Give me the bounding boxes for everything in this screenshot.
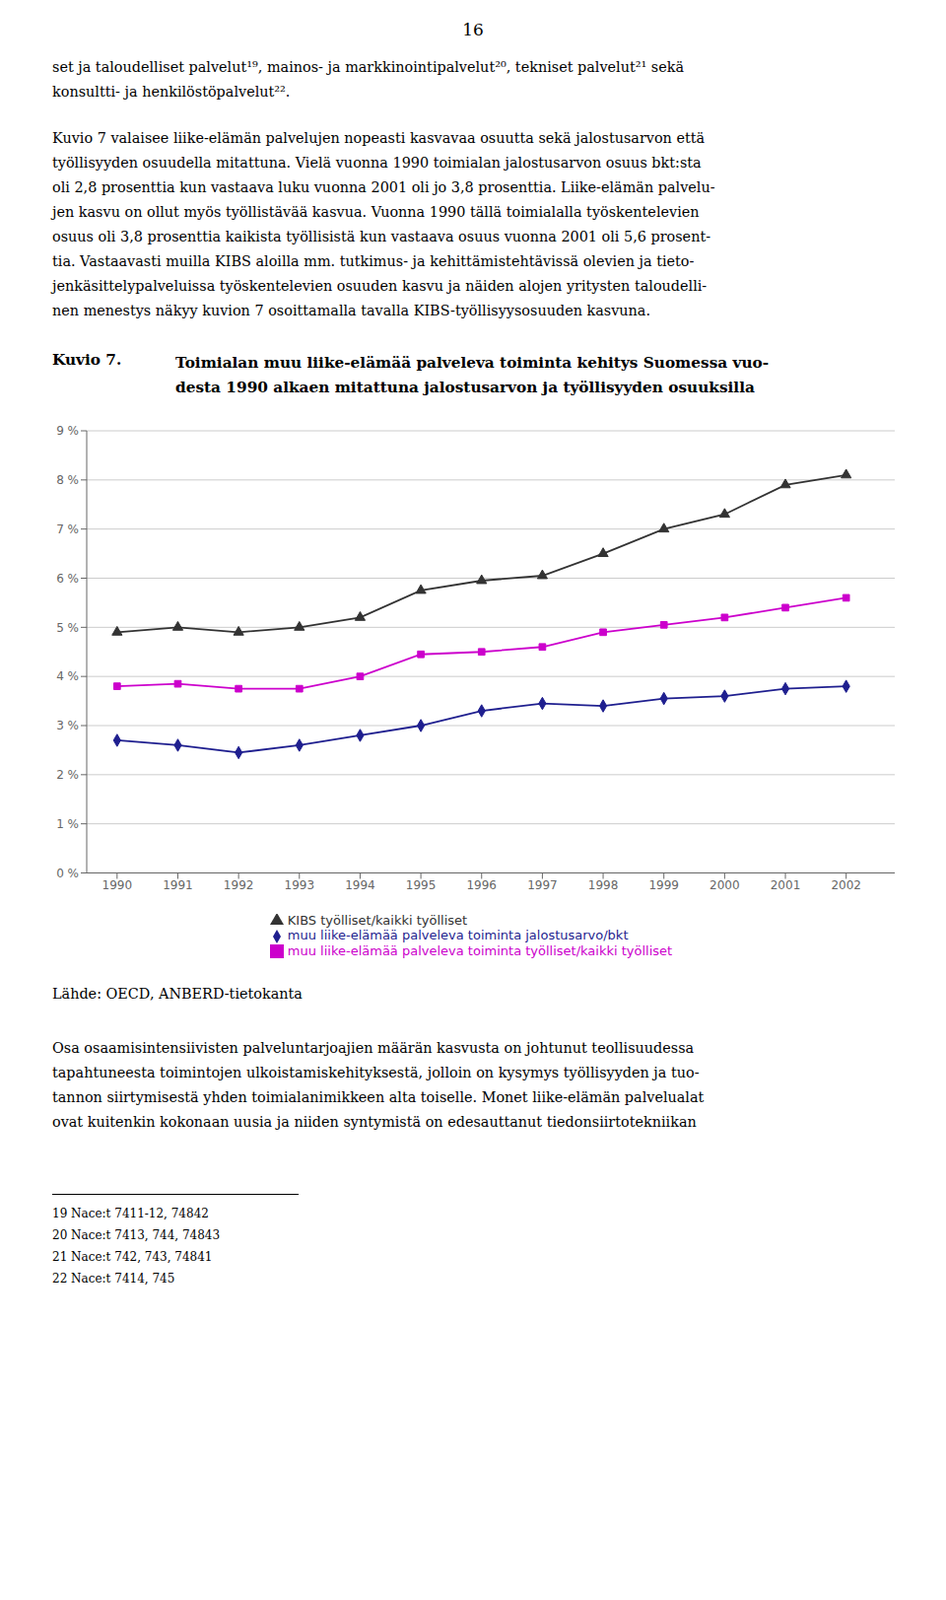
svg-text:1998: 1998 bbox=[588, 878, 619, 892]
html-text:Kuvio 7 valaisee liike-elämän: Kuvio 7 valaisee liike-elämän palvelujen… bbox=[52, 130, 705, 146]
html-text:desta 1990 alkaen mitattuna ja: desta 1990 alkaen mitattuna jalostusarvo… bbox=[175, 378, 755, 397]
html-text:jen kasvu on ollut myös työlli: jen kasvu on ollut myös työllistävää kas… bbox=[52, 203, 700, 220]
html-text:osuus oli 3,8 prosenttia kaiki: osuus oli 3,8 prosenttia kaikista työlli… bbox=[52, 228, 711, 245]
html-text:Lähde: OECD, ANBERD-tietokanta: Lähde: OECD, ANBERD-tietokanta bbox=[52, 985, 303, 1002]
html-text:muu liike-elämää palveleva toi: muu liike-elämää palveleva toiminta jalo… bbox=[287, 927, 629, 943]
html-text:konsultti- ja henkilöstöpalvel: konsultti- ja henkilöstöpalvelut²². bbox=[52, 83, 291, 100]
html-text:19 Nace:t 7411-12, 74842: 19 Nace:t 7411-12, 74842 bbox=[52, 1206, 209, 1220]
svg-text:8 %: 8 % bbox=[56, 473, 79, 487]
html-text:Kuvio 7.: Kuvio 7. bbox=[52, 350, 122, 369]
svg-text:4 %: 4 % bbox=[56, 669, 79, 683]
svg-text:1994: 1994 bbox=[344, 878, 376, 892]
svg-text:2000: 2000 bbox=[709, 878, 741, 892]
svg-text:1991: 1991 bbox=[162, 878, 194, 892]
svg-text:1996: 1996 bbox=[466, 878, 497, 892]
html-text:21 Nace:t 742, 743, 74841: 21 Nace:t 742, 743, 74841 bbox=[52, 1249, 213, 1264]
html-text:Osa osaamisintensiivisten palv: Osa osaamisintensiivisten palveluntarjoa… bbox=[52, 1039, 694, 1056]
svg-text:9 %: 9 % bbox=[56, 423, 79, 438]
svg-text:5 %: 5 % bbox=[56, 620, 79, 635]
html-text:KIBS työlliset/kaikki työllise: KIBS työlliset/kaikki työlliset bbox=[287, 912, 468, 927]
html-text:tannon siirtymisestä yhden toi: tannon siirtymisestä yhden toimialanimik… bbox=[52, 1088, 704, 1105]
html-text:nen menestys näkyy kuvion 7 os: nen menestys näkyy kuvion 7 osoittamalla… bbox=[52, 302, 651, 319]
svg-text:7 %: 7 % bbox=[56, 522, 79, 537]
svg-text:1995: 1995 bbox=[405, 878, 437, 892]
svg-text:6 %: 6 % bbox=[56, 571, 79, 586]
svg-text:1993: 1993 bbox=[284, 878, 316, 892]
html-text:tia. Vastaavasti muilla KIBS a: tia. Vastaavasti muilla KIBS aloilla mm.… bbox=[52, 253, 695, 270]
svg-text:3 %: 3 % bbox=[56, 718, 79, 733]
svg-text:1990: 1990 bbox=[102, 878, 134, 892]
html-text:muu liike-elämää palveleva toi: muu liike-elämää palveleva toiminta työl… bbox=[287, 942, 673, 958]
svg-text:0 %: 0 % bbox=[56, 866, 79, 880]
html-text:työllisyyden osuudella mitattu: työllisyyden osuudella mitattuna. Vielä … bbox=[52, 154, 702, 171]
html-text:16: 16 bbox=[462, 19, 484, 40]
svg-text:2002: 2002 bbox=[830, 878, 862, 892]
svg-text:2 %: 2 % bbox=[56, 767, 79, 782]
svg-text:2001: 2001 bbox=[770, 878, 802, 892]
svg-text:1999: 1999 bbox=[648, 878, 679, 892]
html-text:set ja taloudelliset palvelut¹: set ja taloudelliset palvelut¹⁹, mainos-… bbox=[52, 59, 684, 75]
html-text:22 Nace:t 7414, 745: 22 Nace:t 7414, 745 bbox=[52, 1271, 175, 1285]
svg-text:1992: 1992 bbox=[223, 878, 255, 892]
html-text:Toimialan muu liike-elämää pal: Toimialan muu liike-elämää palveleva toi… bbox=[175, 353, 769, 372]
html-text:jenkäsittelypalveluissa työske: jenkäsittelypalveluissa työskentelevien … bbox=[52, 277, 707, 294]
svg-text:1997: 1997 bbox=[527, 878, 558, 892]
html-text:oli 2,8 prosenttia kun vastaav: oli 2,8 prosenttia kun vastaava luku vuo… bbox=[52, 179, 715, 196]
svg-text:1 %: 1 % bbox=[56, 816, 79, 831]
html-text:tapahtuneesta toimintojen ulko: tapahtuneesta toimintojen ulkoistamiskeh… bbox=[52, 1064, 700, 1081]
html-text:20 Nace:t 7413, 744, 74843: 20 Nace:t 7413, 744, 74843 bbox=[52, 1227, 220, 1242]
html-text:ovat kuitenkin kokonaan uusia: ovat kuitenkin kokonaan uusia ja niiden … bbox=[52, 1113, 697, 1130]
